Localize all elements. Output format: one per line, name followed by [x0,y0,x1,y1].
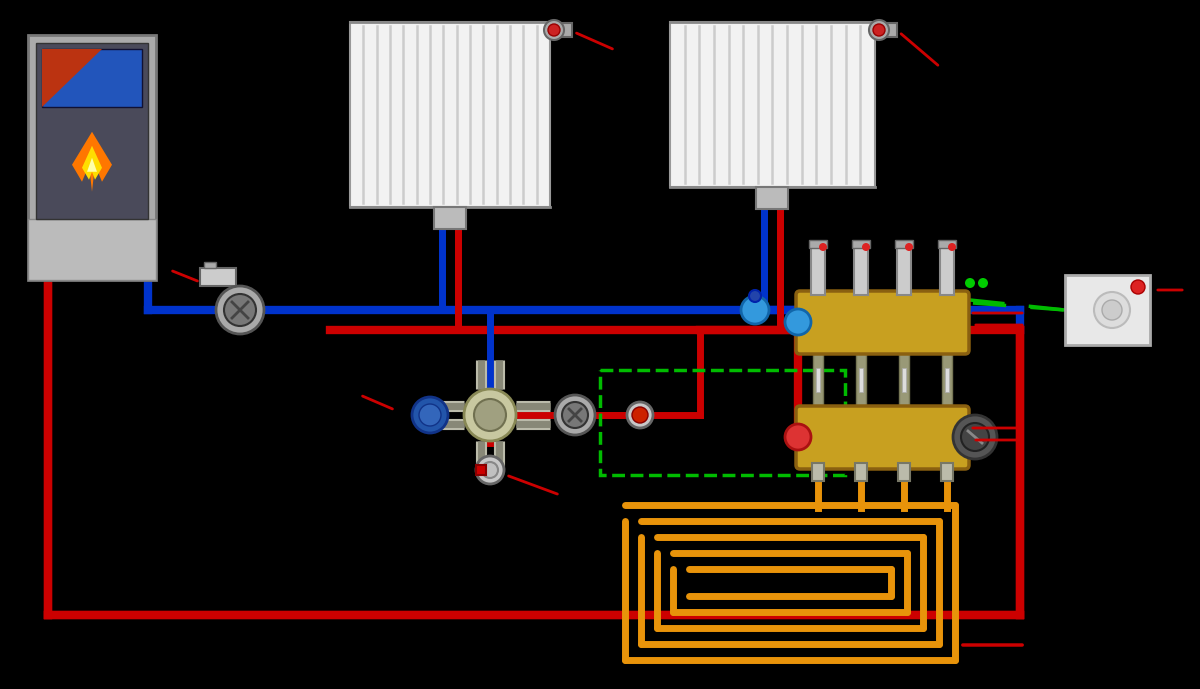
Circle shape [482,462,498,478]
Bar [877,23,896,37]
Polygon shape [42,49,102,107]
Bar [938,240,956,248]
Bar [856,348,866,412]
Circle shape [905,243,913,251]
Bar [896,245,911,295]
Bar [670,22,875,187]
Bar [36,43,148,219]
Circle shape [412,397,448,433]
Bar [476,465,486,475]
Bar [811,245,826,295]
Circle shape [872,24,884,36]
Bar [42,49,142,107]
Bar [28,219,156,280]
Bar [28,35,156,280]
Polygon shape [72,132,112,192]
Bar [942,348,952,412]
Circle shape [953,415,997,459]
Bar [204,262,216,268]
Circle shape [476,456,504,484]
Bar [944,368,949,392]
Circle shape [948,243,956,251]
Bar [854,245,868,295]
Circle shape [626,402,653,428]
Bar [814,348,823,412]
FancyBboxPatch shape [796,291,968,354]
Circle shape [818,243,827,251]
Circle shape [1102,300,1122,320]
Bar [898,463,910,481]
Polygon shape [88,158,97,172]
Bar [852,240,870,248]
Circle shape [869,20,889,40]
Circle shape [474,399,506,431]
Circle shape [632,407,648,423]
Circle shape [562,402,588,428]
Bar [756,187,788,209]
Circle shape [961,423,989,451]
Polygon shape [82,146,102,180]
Circle shape [1094,292,1130,328]
Bar [1064,275,1150,345]
Bar [859,368,863,392]
FancyBboxPatch shape [796,406,968,469]
Bar [941,463,953,481]
Bar [902,368,906,392]
Bar [350,22,550,207]
Circle shape [464,389,516,441]
Circle shape [1130,280,1145,294]
Circle shape [785,309,811,335]
Circle shape [224,294,256,326]
Bar [812,463,824,481]
Circle shape [978,278,988,288]
Circle shape [740,296,769,324]
Bar [816,368,820,392]
Bar [600,370,845,475]
Bar [940,245,954,295]
Bar [854,463,866,481]
Circle shape [544,20,564,40]
Circle shape [216,286,264,334]
Bar [552,23,572,37]
Bar [899,348,908,412]
Circle shape [862,243,870,251]
Bar [809,240,827,248]
Circle shape [548,24,560,36]
Bar [895,240,913,248]
Bar [434,207,466,229]
Bar [200,268,236,286]
Circle shape [785,424,811,450]
Circle shape [419,404,442,426]
Circle shape [554,395,595,435]
Circle shape [965,278,974,288]
Circle shape [749,290,761,302]
